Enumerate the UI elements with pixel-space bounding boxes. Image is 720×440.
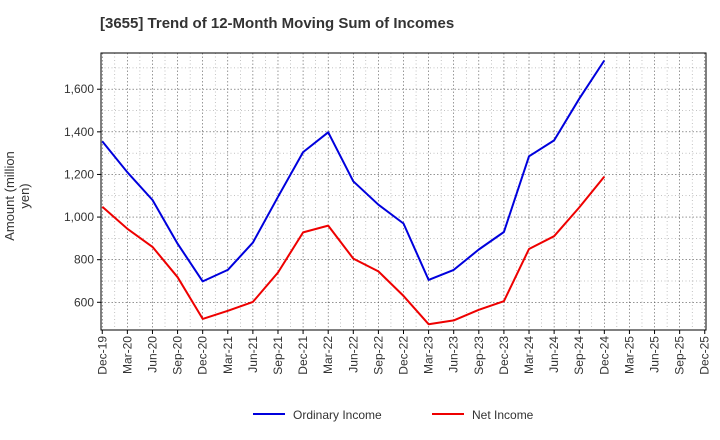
x-tick-label: Sep-20 <box>171 336 185 375</box>
x-tick-label: Dec-21 <box>296 336 310 375</box>
x-tick-label: Mar-20 <box>120 336 134 374</box>
y-tick-label: 600 <box>74 295 94 309</box>
x-tick-label: Jun-20 <box>145 336 159 373</box>
x-tick-label: Jun-22 <box>346 336 360 373</box>
x-tick-label: Sep-24 <box>572 336 586 375</box>
grid <box>101 53 706 330</box>
y-tick-label: 800 <box>74 253 94 267</box>
x-tick-label: Dec-25 <box>698 336 712 375</box>
legend-label: Ordinary Income <box>293 408 382 422</box>
x-tick-label: Dec-24 <box>597 336 611 375</box>
x-tick-label: Dec-20 <box>196 336 210 375</box>
y-axis: 600 800 1,000 1,200 1,400 1,600 <box>64 82 101 309</box>
y-tick-label: 1,600 <box>64 82 94 96</box>
x-tick-label: Dec-22 <box>397 336 411 375</box>
x-tick-label: Sep-25 <box>673 336 687 375</box>
x-tick-label: Mar-23 <box>422 336 436 374</box>
x-tick-label: Dec-19 <box>95 336 109 375</box>
x-tick-label: Mar-22 <box>321 336 335 374</box>
x-tick-label: Jun-21 <box>246 336 260 373</box>
legend: Ordinary Income Net Income <box>253 408 534 422</box>
x-tick-label: Dec-23 <box>497 336 511 375</box>
chart-title: [3655] Trend of 12-Month Moving Sum of I… <box>100 15 455 32</box>
y-tick-label: 1,000 <box>64 210 94 224</box>
x-tick-label: Sep-23 <box>472 336 486 375</box>
x-tick-label: Jun-25 <box>648 336 662 373</box>
x-tick-label: Mar-21 <box>221 336 235 374</box>
x-tick-label: Jun-24 <box>547 336 561 373</box>
series-line-net-income <box>101 175 606 326</box>
x-tick-label: Mar-24 <box>522 336 536 374</box>
series <box>101 59 606 326</box>
y-tick-label: 1,200 <box>64 167 94 181</box>
x-tick-label: Jun-23 <box>447 336 461 373</box>
x-axis: Dec-19 Mar-20 Jun-20 Sep-20 Dec-20 Mar-21 Jun-… <box>95 330 712 375</box>
x-tick-label: Sep-21 <box>271 336 285 375</box>
x-tick-label: Sep-22 <box>371 336 385 375</box>
y-tick-label: 1,400 <box>64 125 94 139</box>
series-line-ordinary-income <box>101 59 606 283</box>
x-tick-label: Mar-25 <box>622 336 636 374</box>
legend-label: Net Income <box>472 408 534 422</box>
